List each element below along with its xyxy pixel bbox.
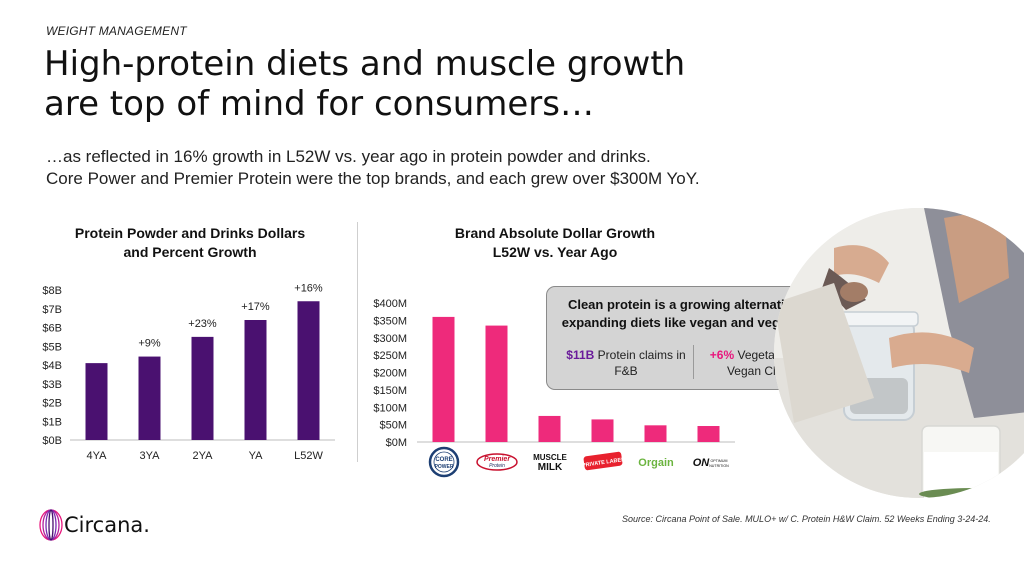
page-headline: High-protein diets and muscle growth are…: [44, 44, 804, 124]
protein-shake-photo: [774, 208, 1024, 498]
callout-stat-1-text: Protein claims in F&B: [594, 348, 686, 378]
left-chart-data-label: +23%: [188, 318, 217, 330]
left-chart-title-line-1: Protein Powder and Drinks Dollars: [74, 225, 306, 241]
orgain-logo-text: Orgain: [638, 457, 674, 469]
headline-line-1: High-protein diets and muscle growth: [44, 44, 686, 84]
right-chart-y-tick: $100M: [373, 402, 407, 414]
subheadline-line-1: …as reflected in 16% growth in L52W vs. …: [46, 147, 651, 166]
right-chart-bar: [485, 325, 508, 442]
right-chart-y-tick: $200M: [373, 368, 407, 380]
page-subheadline: …as reflected in 16% growth in L52W vs. …: [46, 146, 806, 190]
chart-divider: [357, 222, 358, 462]
callout-headline: Clean protein is a growing alternative f…: [561, 297, 827, 330]
private-label-logo-text: PRIVATE LABEL: [582, 457, 626, 469]
right-chart-title-line-1: Brand Absolute Dollar Growth: [454, 225, 656, 241]
left-chart-title-line-2: and Percent Growth: [123, 244, 257, 260]
right-chart-bar: [538, 415, 561, 442]
circana-logo-icon: [39, 509, 63, 541]
premier-protein-logo-text-1: Premier: [484, 456, 511, 463]
right-chart-y-tick: $250M: [373, 350, 407, 362]
left-chart-y-tick: $8B: [42, 285, 62, 297]
right-chart-y-tick: $150M: [373, 385, 407, 397]
left-chart-y-tick: $3B: [42, 379, 62, 391]
muscle-milk-logo: MUSCLE MILK: [533, 453, 567, 473]
callout-separator: [693, 345, 694, 379]
right-chart-y-tick: $300M: [373, 333, 407, 345]
left-chart-x-tick: YA: [249, 450, 264, 462]
right-chart-bar: [591, 419, 614, 442]
left-chart-y-tick: $1B: [42, 416, 62, 428]
headline-line-2: are top of mind for consumers…: [44, 84, 594, 124]
right-chart-y-tick: $350M: [373, 315, 407, 327]
muscle-milk-logo-text-1: MUSCLE: [533, 453, 567, 462]
right-chart-y-tick: $0M: [386, 437, 407, 449]
callout-stat-2-value: +6%: [709, 348, 735, 362]
left-chart-y-tick: $7B: [42, 304, 62, 316]
left-chart-bar: [191, 336, 214, 440]
left-chart-y-tick: $0B: [42, 435, 62, 447]
left-chart-y-tick: $2B: [42, 398, 62, 410]
left-chart-x-tick: 3YA: [140, 450, 161, 462]
right-chart-bar: [644, 425, 667, 442]
right-chart-y-tick: $50M: [379, 420, 407, 432]
left-chart-bar: [244, 320, 267, 440]
right-chart-y-tick: $400M: [373, 298, 407, 310]
left-chart-bar: [138, 356, 161, 440]
left-chart-data-label: +17%: [241, 301, 270, 313]
brand-growth-chart: CORE POWER Premier Protein MUSCLE MILK P…: [373, 298, 735, 478]
optimum-nutrition-logo-text-1: OPTIMUM: [711, 459, 728, 463]
optimum-nutrition-logo-mark: ON: [693, 457, 711, 469]
section-eyebrow: WEIGHT MANAGEMENT: [46, 24, 187, 38]
right-chart-title-line-2: L52W vs. Year Ago: [492, 244, 618, 260]
circana-logo-text: Circana.: [64, 513, 150, 537]
left-chart-data-label: +9%: [138, 338, 161, 350]
left-chart-y-tick: $5B: [42, 341, 62, 353]
left-chart-data-label: +16%: [294, 282, 323, 294]
left-chart-x-tick: L52W: [294, 450, 323, 462]
right-chart-bar: [697, 426, 720, 442]
subheadline-line-2: Core Power and Premier Protein were the …: [46, 169, 700, 188]
left-chart-x-tick: 4YA: [87, 450, 108, 462]
left-chart-y-tick: $4B: [42, 360, 62, 372]
left-chart-x-tick: 2YA: [193, 450, 214, 462]
core-power-logo-text-2: POWER: [435, 464, 454, 470]
core-power-logo-text-1: CORE: [435, 457, 452, 463]
left-chart-bar: [297, 301, 320, 440]
left-chart-y-tick: $6B: [42, 323, 62, 335]
callout-stat-1-value: $11B: [566, 348, 595, 362]
orgain-logo: Orgain: [638, 457, 674, 469]
brand-logos: CORE POWER Premier Protein MUSCLE MILK P…: [428, 446, 729, 478]
muscle-milk-logo-text-2: MILK: [538, 462, 563, 473]
premier-protein-logo-text-2: Protein: [489, 463, 505, 469]
left-chart-title: Protein Powder and Drinks Dollars and Pe…: [50, 224, 330, 262]
protein-dollars-chart: $0B $1B $2B $3B $4B $5B $6B $7B $8B 4YA 3YA +9% 2YA +…: [42, 282, 335, 462]
left-chart-bar: [85, 363, 108, 440]
core-power-logo: CORE POWER: [428, 446, 460, 478]
private-label-logo: PRIVATE LABEL: [582, 451, 626, 471]
source-note: Source: Circana Point of Sale. MULO+ w/ …: [622, 514, 991, 524]
premier-protein-logo: Premier Protein: [476, 453, 518, 471]
right-chart-bar: [432, 316, 455, 442]
optimum-nutrition-logo: ON OPTIMUM NUTRITION: [693, 457, 729, 469]
right-chart-title: Brand Absolute Dollar Growth L52W vs. Ye…: [400, 224, 710, 262]
optimum-nutrition-logo-text-2: NUTRITION: [709, 464, 729, 468]
callout-stat-protein-claims: $11B Protein claims in F&B: [561, 347, 691, 379]
